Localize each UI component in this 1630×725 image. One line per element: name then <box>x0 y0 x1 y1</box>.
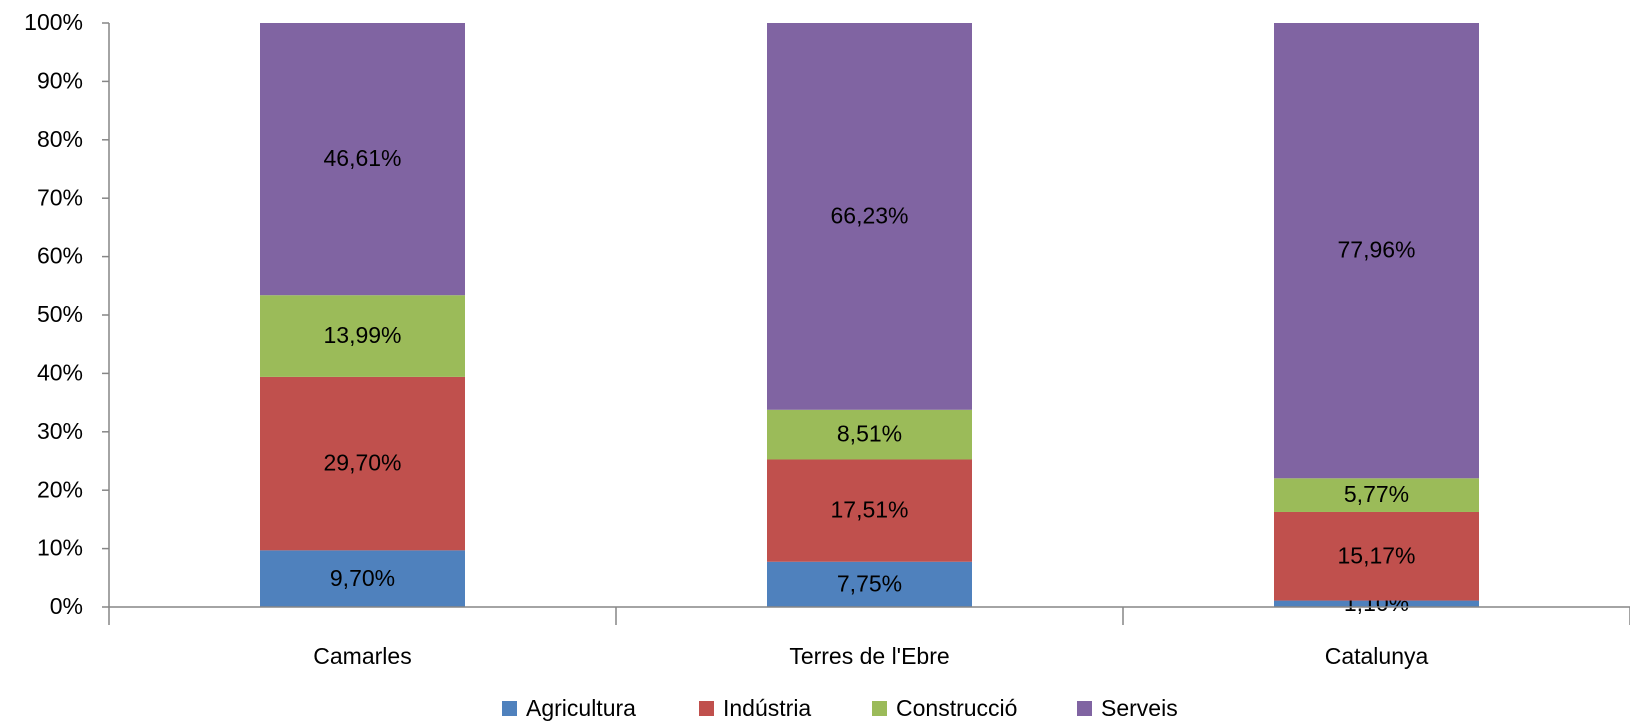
bar-segment <box>260 376 465 551</box>
bar-segment <box>260 295 465 377</box>
data-label: 46,61% <box>323 145 401 171</box>
bar-segment <box>260 23 465 296</box>
x-tick-label: Catalunya <box>1325 643 1429 669</box>
legend-swatch <box>1077 701 1092 716</box>
y-tick-label: 100% <box>24 9 83 35</box>
y-tick-label: 90% <box>37 67 83 93</box>
legend-swatch <box>872 701 887 716</box>
bar-segment <box>260 550 465 607</box>
y-tick-label: 40% <box>37 359 83 385</box>
data-label: 7,75% <box>837 570 902 596</box>
legend-swatch <box>502 701 517 716</box>
y-tick-label: 10% <box>37 535 83 561</box>
y-tick-label: 50% <box>37 301 83 327</box>
bar-segment <box>767 23 972 410</box>
legend-label: Serveis <box>1101 695 1178 721</box>
y-tick-label: 60% <box>37 243 83 269</box>
y-tick-label: 30% <box>37 418 83 444</box>
data-label: 8,51% <box>837 421 902 447</box>
bar-segment <box>767 561 972 607</box>
data-label: 77,96% <box>1337 237 1415 263</box>
legend-label: Agricultura <box>526 695 636 721</box>
bar-segment <box>1274 600 1479 607</box>
data-label: 29,70% <box>323 450 401 476</box>
data-label: 9,70% <box>330 565 395 591</box>
y-tick-label: 0% <box>50 593 83 619</box>
data-label: 5,77% <box>1344 481 1409 507</box>
legend-label: Indústria <box>723 695 811 721</box>
bar-segment <box>1274 478 1479 512</box>
legend-swatch <box>699 701 714 716</box>
x-tick-label: Camarles <box>313 643 411 669</box>
y-tick-label: 70% <box>37 184 83 210</box>
bar-segment <box>1274 511 1479 601</box>
data-label: 15,17% <box>1337 542 1415 568</box>
bar-segment <box>767 459 972 562</box>
bar-segment <box>1274 23 1479 479</box>
x-tick-label: Terres de l'Ebre <box>789 643 949 669</box>
data-label: 17,51% <box>830 497 908 523</box>
y-tick-label: 20% <box>37 476 83 502</box>
data-label: 13,99% <box>323 322 401 348</box>
bar-segment <box>767 409 972 460</box>
data-label: 66,23% <box>830 202 908 228</box>
legend-label: Construcció <box>896 695 1017 721</box>
y-tick-label: 80% <box>37 126 83 152</box>
